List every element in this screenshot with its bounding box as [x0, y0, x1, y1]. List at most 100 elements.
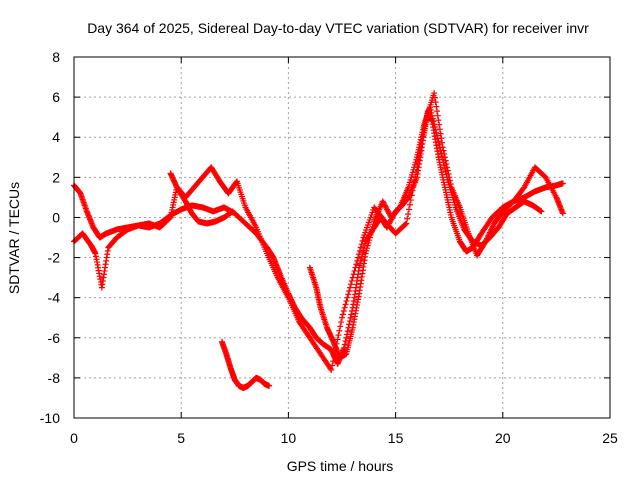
data-point	[409, 187, 416, 194]
plot-frame	[73, 56, 611, 419]
data-point	[443, 171, 450, 178]
data-point	[345, 291, 352, 298]
y-tick-label: -10	[40, 410, 60, 426]
y-tick-label: -4	[48, 290, 61, 306]
data-point	[559, 180, 566, 187]
x-tick-label: 25	[602, 430, 618, 446]
data-point	[364, 245, 371, 252]
x-tick-label: 10	[281, 430, 297, 446]
data-point	[434, 132, 441, 139]
data-point	[403, 220, 410, 227]
data-point	[434, 112, 441, 119]
data-point	[338, 319, 345, 326]
data-point	[410, 183, 417, 190]
x-tick-label: 5	[177, 430, 185, 446]
data-point	[355, 254, 362, 261]
data-point	[341, 304, 348, 311]
y-tick-label: 8	[52, 49, 60, 65]
data-point	[352, 264, 359, 271]
data-point	[438, 150, 445, 157]
data-point	[431, 94, 438, 101]
data-point	[408, 192, 415, 199]
series-group	[167, 170, 236, 227]
data-point	[330, 353, 337, 360]
data-point	[347, 284, 354, 291]
data-point	[355, 251, 362, 258]
data-point	[348, 311, 355, 318]
data-point	[433, 129, 440, 136]
axis-tick-labels: 0 5 10 15 20 25 -10 -8 -6 -4 -2 0 2 4 6 8	[40, 49, 618, 446]
axis-ticks	[73, 56, 611, 419]
data-point	[427, 106, 434, 113]
data-point	[366, 237, 373, 244]
y-tick-label: -2	[48, 250, 61, 266]
y-tick-label: 6	[52, 89, 60, 105]
data-point	[330, 358, 337, 365]
data-point	[344, 328, 351, 335]
data-point	[437, 147, 444, 154]
data-point	[436, 126, 443, 133]
data-point	[336, 327, 343, 334]
data-point	[329, 362, 336, 369]
chart-title: Day 364 of 2025, Sidereal Day-to-day VTE…	[87, 20, 589, 36]
data-point	[327, 365, 334, 372]
data-point	[341, 341, 348, 348]
data-point	[432, 126, 439, 133]
y-tick-label: 0	[52, 209, 60, 225]
data-point	[359, 237, 366, 244]
data-point	[354, 257, 361, 264]
data-point	[437, 130, 444, 137]
data-point	[367, 231, 374, 238]
data-point	[429, 115, 436, 122]
data-points	[71, 90, 566, 391]
data-point	[433, 103, 440, 110]
x-tick-label: 15	[388, 430, 404, 446]
data-point	[538, 208, 545, 215]
data-point	[347, 314, 354, 321]
data-point	[368, 229, 375, 236]
data-point	[404, 215, 411, 222]
data-point	[343, 298, 350, 305]
data-point	[411, 178, 418, 185]
data-point	[358, 241, 365, 248]
data-point	[439, 153, 446, 160]
data-point	[439, 156, 446, 163]
data-point	[426, 104, 433, 111]
data-point	[357, 244, 364, 251]
data-point	[434, 108, 441, 115]
data-point	[343, 334, 350, 341]
x-tick-label: 0	[70, 430, 78, 446]
data-point	[369, 226, 376, 233]
data-point	[346, 318, 353, 325]
data-point	[335, 332, 342, 339]
data-point	[266, 382, 273, 389]
data-point	[402, 221, 409, 228]
data-point	[431, 90, 438, 97]
data-point	[353, 261, 360, 268]
data-point	[406, 206, 412, 213]
data-point	[229, 208, 236, 215]
data-point	[432, 99, 439, 106]
data-point	[347, 281, 354, 288]
data-point	[340, 308, 347, 315]
data-point	[441, 162, 448, 169]
data-point	[366, 234, 373, 241]
data-point	[351, 267, 358, 274]
data-point	[350, 271, 357, 278]
data-point	[348, 277, 355, 284]
data-point	[369, 223, 376, 230]
y-tick-label: 4	[52, 129, 60, 145]
series-group	[218, 338, 273, 391]
data-point	[434, 135, 441, 142]
data-point	[440, 159, 447, 166]
data-point	[436, 141, 443, 148]
data-point	[339, 311, 346, 318]
data-point	[166, 215, 173, 222]
data-point	[436, 121, 443, 128]
data-point	[435, 138, 442, 145]
data-point	[442, 168, 449, 175]
data-point	[435, 117, 442, 124]
series-group	[306, 104, 545, 361]
data-point	[441, 165, 448, 172]
data-point	[349, 274, 356, 281]
